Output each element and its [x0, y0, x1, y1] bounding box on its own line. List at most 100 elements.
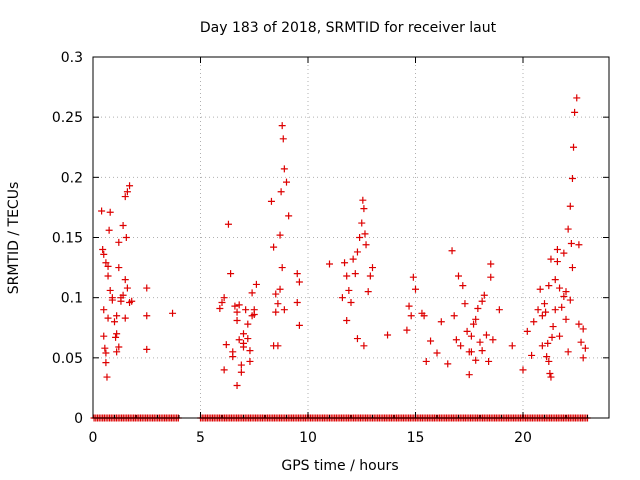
data-point [274, 300, 282, 308]
data-point [102, 349, 110, 357]
data-point [444, 360, 452, 368]
data-point [126, 298, 134, 306]
data-point [409, 273, 417, 281]
data-point [384, 331, 392, 339]
data-point [545, 282, 553, 290]
data-point [343, 272, 351, 280]
data-point [564, 348, 572, 356]
data-point [538, 342, 546, 350]
data-point [102, 259, 110, 267]
data-point [546, 369, 554, 377]
y-tick-label: 0.2 [61, 170, 83, 186]
axis-ticks [92, 56, 609, 419]
data-point [405, 302, 413, 310]
data-point [534, 306, 542, 314]
data-point [293, 270, 301, 278]
data-point [536, 285, 544, 293]
data-point [472, 356, 480, 364]
data-point [560, 292, 568, 300]
data-point [361, 230, 369, 238]
data-point [459, 282, 467, 290]
data-point [457, 342, 465, 350]
data-point [115, 343, 123, 351]
data-point [106, 286, 114, 294]
data-point [343, 317, 351, 325]
data-point [530, 318, 538, 326]
data-point [242, 306, 250, 314]
data-point [338, 294, 346, 302]
data-point [523, 327, 531, 335]
data-point [345, 286, 353, 294]
data-point [472, 315, 480, 323]
data-point [495, 306, 503, 314]
data-point [250, 311, 258, 319]
data-point [240, 330, 247, 338]
data-point [570, 143, 578, 151]
data-point [111, 318, 118, 326]
data-point [544, 339, 552, 347]
data-point [276, 285, 284, 293]
y-axis-label: SRMTID / TECUs [6, 182, 22, 295]
data-point [463, 327, 471, 335]
data-point [295, 321, 303, 329]
data-point [143, 284, 151, 292]
data-point [104, 314, 112, 322]
data-point [280, 165, 288, 173]
data-point [237, 361, 245, 369]
data-point [480, 291, 488, 299]
y-tick-label: 0.3 [61, 50, 83, 66]
data-point [278, 264, 286, 272]
data-point [558, 303, 566, 311]
data-point [293, 298, 301, 306]
data-point [119, 291, 127, 299]
data-point [270, 342, 278, 350]
data-point [108, 294, 116, 302]
data-point [227, 270, 235, 278]
data-point [556, 284, 564, 292]
x-tick-label: 20 [514, 430, 532, 446]
data-point [276, 231, 284, 239]
data-point [104, 272, 112, 280]
data-point [551, 276, 559, 284]
data-point [233, 317, 241, 325]
data-point [353, 335, 361, 343]
data-point [231, 302, 239, 310]
data-point [573, 94, 581, 102]
data-point [113, 348, 121, 356]
data-point [545, 357, 553, 365]
data-point [548, 333, 556, 341]
y-tick-label: 0.15 [52, 231, 83, 247]
chart-title: Day 183 of 2018, SRMTID for receiver lau… [200, 20, 497, 36]
data-point [123, 284, 131, 292]
data-point [100, 332, 108, 340]
data-point [351, 270, 359, 278]
data-point [489, 336, 497, 344]
data-point [487, 260, 495, 268]
data-point [427, 337, 435, 345]
data-point [360, 342, 368, 350]
y-tick-label: 0 [74, 411, 83, 427]
data-point [104, 262, 112, 270]
data-point [237, 368, 245, 376]
data-point [98, 207, 106, 215]
data-point [575, 320, 583, 328]
data-point [233, 382, 241, 390]
data-point [353, 248, 361, 256]
data-point [568, 264, 576, 272]
data-point [549, 323, 557, 331]
data-point [99, 246, 107, 254]
grid [93, 57, 609, 418]
data-point [476, 338, 484, 346]
data-point [566, 202, 574, 210]
data-point [360, 205, 368, 213]
data-point [143, 312, 151, 320]
data-point [218, 298, 226, 306]
data-point [235, 336, 243, 344]
data-point [575, 241, 583, 249]
data-point [347, 298, 355, 306]
data-point [244, 320, 252, 328]
data-point [556, 332, 564, 340]
data-point [420, 312, 428, 320]
data-point [117, 297, 125, 305]
